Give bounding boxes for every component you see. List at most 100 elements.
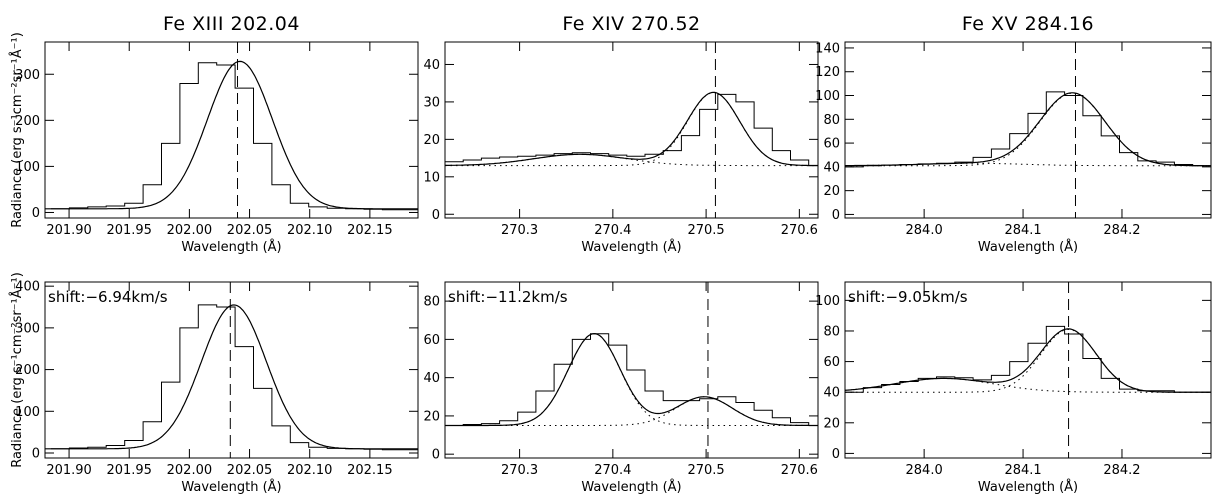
observed-spectrum-histogram <box>51 304 418 451</box>
x-tick-label: 201.95 <box>106 223 152 238</box>
plot-frame <box>844 281 1212 459</box>
y-tick-label: 300 <box>15 321 40 336</box>
y-tick-label: 80 <box>823 324 840 339</box>
y-tick-label: 10 <box>423 170 440 185</box>
gaussian-fit-curve <box>445 91 818 167</box>
y-tick-label: 0 <box>32 446 40 461</box>
fit-component-curve <box>445 92 818 167</box>
x-tick-label: 284.0 <box>906 463 943 478</box>
panel-1: 201.90 201.95 202.00 202.05 202.10 202.15 0 100… <box>9 13 419 255</box>
y-tick-label: 100 <box>815 294 840 309</box>
x-axis-label: Wavelength (Å) <box>978 479 1078 495</box>
gaussian-fit-curve <box>445 332 818 427</box>
x-tick-label: 270.5 <box>687 223 724 238</box>
x-tick-label: 284.1 <box>1004 223 1041 238</box>
y-axis-label: Radiance (erg s⁻¹cm⁻²sr⁻¹Å⁻¹) <box>9 272 25 468</box>
panel-title: Fe XV 284.16 <box>962 13 1094 35</box>
plot-frame <box>44 281 419 459</box>
y-tick-label: 60 <box>423 333 440 348</box>
observed-spectrum-histogram <box>845 91 1211 168</box>
plot-frame <box>44 41 419 219</box>
x-tick-label: 202.05 <box>227 463 273 478</box>
observed-spectrum-histogram <box>445 333 818 426</box>
x-tick-label: 202.10 <box>287 463 333 478</box>
shift-annotation: shift:−9.05km/s <box>848 288 968 306</box>
y-tick-label: 0 <box>832 208 840 223</box>
panel-4: 201.90 201.95 202.00 202.05 202.10 202.15 0 100… <box>9 272 419 495</box>
x-tick-label: 270.3 <box>501 463 538 478</box>
y-tick-label: 40 <box>823 160 840 175</box>
shift-annotation: shift:−6.94km/s <box>48 288 168 306</box>
y-tick-label: 100 <box>15 405 40 420</box>
y-tick-label: 100 <box>15 160 40 175</box>
y-tick-label: 60 <box>823 137 840 152</box>
y-tick-label: 20 <box>423 409 440 424</box>
x-axis-label: Wavelength (Å) <box>581 479 681 495</box>
gaussian-fit-curve <box>45 60 418 210</box>
panel-title: Fe XIII 202.04 <box>163 13 300 35</box>
y-tick-label: 400 <box>15 280 40 295</box>
panel-6: 284.0 284.1 284.2 0 20 40 60 80 100 Wavelength (Å… <box>815 281 1212 495</box>
x-tick-label: 270.3 <box>501 223 538 238</box>
y-tick-label: 200 <box>15 363 40 378</box>
panel-title: Fe XIV 270.52 <box>562 13 700 35</box>
x-tick-label: 284.1 <box>1004 463 1041 478</box>
x-axis-label: Wavelength (Å) <box>181 479 281 495</box>
x-tick-label: 270.6 <box>781 223 818 238</box>
x-tick-label: 284.0 <box>906 223 943 238</box>
x-tick-label: 202.00 <box>167 463 213 478</box>
gaussian-fit-curve <box>845 92 1211 167</box>
y-tick-label: 0 <box>32 206 40 221</box>
fit-component-curve <box>845 92 1211 167</box>
fit-component-curve <box>845 329 1211 393</box>
x-tick-label: 202.05 <box>227 223 273 238</box>
y-tick-label: 0 <box>432 208 440 223</box>
y-tick-label: 100 <box>815 89 840 104</box>
x-axis-label: Wavelength (Å) <box>181 239 281 255</box>
plot-frame <box>444 281 819 459</box>
y-axis-label: Radiance (erg s⁻¹cm⁻²sr⁻¹Å⁻¹) <box>9 32 25 228</box>
gaussian-fit-curve <box>844 328 1211 393</box>
x-tick-label: 201.90 <box>46 463 92 478</box>
y-tick-label: 140 <box>815 41 840 56</box>
y-tick-label: 60 <box>823 355 840 370</box>
y-tick-label: 20 <box>823 416 840 431</box>
y-tick-label: 80 <box>823 113 840 128</box>
y-tick-label: 120 <box>815 65 840 80</box>
y-tick-label: 0 <box>432 448 440 463</box>
y-tick-label: 0 <box>832 447 840 462</box>
x-axis-label: Wavelength (Å) <box>978 239 1078 255</box>
panel-3: 284.0 284.1 284.2 0 20 40 60 80 100 120 140 Wavelen… <box>815 13 1212 255</box>
x-tick-label: 201.90 <box>46 223 92 238</box>
x-tick-label: 201.95 <box>106 463 152 478</box>
y-tick-label: 80 <box>423 295 440 310</box>
y-tick-label: 20 <box>423 133 440 148</box>
panel-5: 270.3 270.4 270.5 270.6 0 20 40 60 80 Wavelength … <box>423 281 819 495</box>
y-tick-label: 200 <box>15 114 40 129</box>
plot-frame <box>444 41 819 219</box>
y-tick-label: 40 <box>423 58 440 73</box>
y-tick-label: 40 <box>823 386 840 401</box>
y-tick-label: 300 <box>15 68 40 83</box>
observed-spectrum-histogram <box>51 62 418 211</box>
observed-spectrum-histogram <box>445 93 818 167</box>
panel-2: 270.3 270.4 270.5 270.6 0 10 20 30 40 Wavelength … <box>423 13 819 255</box>
x-axis-label: Wavelength (Å) <box>581 239 681 255</box>
x-tick-label: 270.5 <box>687 463 724 478</box>
shift-annotation: shift:−11.2km/s <box>448 288 568 306</box>
plot-frame <box>844 41 1212 219</box>
x-tick-label: 202.00 <box>167 223 213 238</box>
x-tick-label: 270.4 <box>594 463 631 478</box>
y-tick-label: 40 <box>423 371 440 386</box>
fit-component-curve <box>844 377 1211 393</box>
y-tick-label: 30 <box>423 95 440 110</box>
gaussian-fit-curve <box>45 304 418 450</box>
x-tick-label: 202.15 <box>347 223 393 238</box>
y-tick-label: 20 <box>823 184 840 199</box>
x-tick-label: 284.2 <box>1103 463 1140 478</box>
fit-component-curve <box>445 333 818 426</box>
x-tick-label: 202.15 <box>347 463 393 478</box>
x-tick-label: 202.10 <box>287 223 333 238</box>
x-tick-label: 270.4 <box>594 223 631 238</box>
